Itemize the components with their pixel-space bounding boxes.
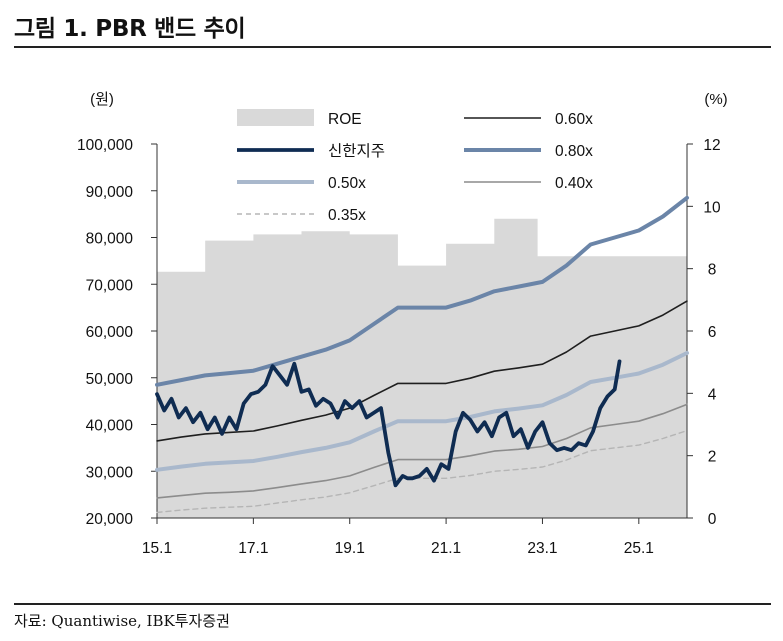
series-line-price	[155, 359, 622, 488]
y-tick-label: 90,000	[86, 184, 134, 201]
x-tick-label: 17.1	[238, 540, 268, 557]
y2-tick-label: 0	[708, 511, 717, 528]
series-line-b050	[155, 351, 689, 472]
x-tick-label: 15.1	[142, 540, 172, 557]
right-axis-unit: (%)	[704, 91, 727, 108]
legend-swatch-roe	[237, 109, 314, 126]
x-tick-label: 19.1	[335, 540, 365, 557]
y2-tick-label: 12	[703, 137, 720, 154]
chart-title: 그림 1. PBR 밴드 추이	[14, 16, 246, 42]
y2-tick-label: 6	[708, 324, 717, 341]
legend-label-b035: 0.35x	[328, 207, 366, 224]
legend: ROE 0.60x 신한지주 0.80x 0.50x 0.40x 0.35x	[237, 109, 593, 224]
series-lines-layer	[155, 195, 689, 514]
left-axis-unit: (원)	[90, 91, 114, 108]
legend-label-price: 신한지주	[328, 142, 385, 160]
source-note: 자료: Quantiwise, IBK투자증권	[14, 612, 230, 630]
y-tick-label: 20,000	[86, 511, 134, 528]
axes-layer: 20,000 30,000 40,000 50,000 60,000 70,000 80,0…	[77, 137, 721, 557]
y-tick-label: 80,000	[86, 231, 134, 248]
y2-tick-label: 2	[708, 449, 717, 466]
x-tick-label: 25.1	[624, 540, 654, 557]
title-divider	[14, 46, 771, 48]
legend-label-b040: 0.40x	[555, 175, 593, 192]
y2-tick-label: 8	[708, 262, 717, 279]
legend-label-b060: 0.60x	[555, 111, 593, 128]
x-tick-label: 23.1	[527, 540, 557, 557]
x-tick-label: 21.1	[431, 540, 461, 557]
series-line-b040	[156, 403, 688, 499]
y-tick-label: 100,000	[77, 137, 133, 154]
legend-label-b080: 0.80x	[555, 143, 593, 160]
y-tick-label: 30,000	[86, 464, 134, 481]
y-tick-label: 70,000	[86, 277, 134, 294]
legend-label-roe: ROE	[328, 111, 362, 128]
y-tick-label: 50,000	[86, 371, 134, 388]
series-line-b080	[155, 195, 689, 387]
y-tick-label: 40,000	[86, 418, 134, 435]
series-line-b060	[156, 300, 688, 442]
legend-label-b050: 0.50x	[328, 175, 366, 192]
y2-tick-label: 10	[703, 199, 721, 216]
source-divider	[14, 603, 771, 605]
y2-tick-label: 4	[708, 386, 717, 403]
y-tick-label: 60,000	[86, 324, 134, 341]
